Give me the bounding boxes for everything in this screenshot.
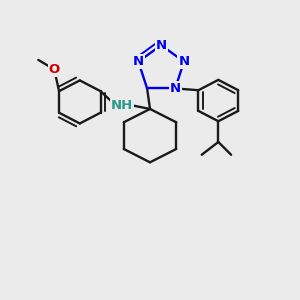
Text: NH: NH — [111, 99, 133, 112]
Text: N: N — [170, 82, 181, 95]
Text: O: O — [49, 63, 60, 76]
Text: N: N — [156, 39, 167, 52]
Text: N: N — [133, 55, 144, 68]
Text: N: N — [178, 55, 190, 68]
